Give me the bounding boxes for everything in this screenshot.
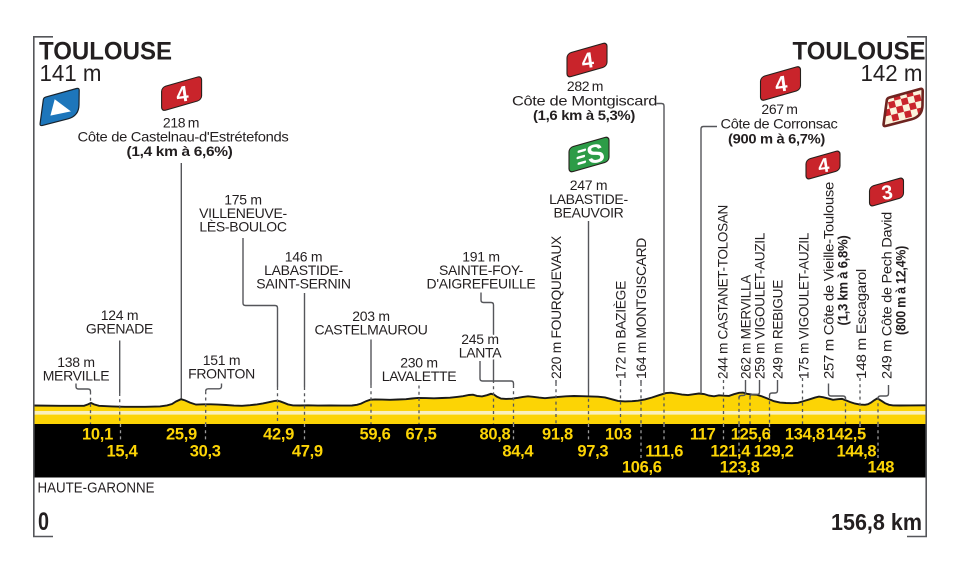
- svg-text:142,5: 142,5: [826, 426, 866, 444]
- svg-text:244 m CASTANET-TOLOSAN: 244 m CASTANET-TOLOSAN: [714, 205, 730, 379]
- svg-text:103: 103: [605, 426, 632, 444]
- svg-text:TOULOUSE: TOULOUSE: [793, 38, 926, 66]
- svg-text:97,3: 97,3: [577, 443, 608, 461]
- svg-text:HAUTE-GARONNE: HAUTE-GARONNE: [38, 480, 155, 497]
- svg-text:4: 4: [817, 154, 832, 177]
- svg-text:LANTA: LANTA: [459, 345, 503, 361]
- svg-text:BEAUVOIR: BEAUVOIR: [554, 205, 624, 221]
- svg-text:117: 117: [690, 426, 716, 444]
- svg-text:67,5: 67,5: [406, 426, 437, 444]
- svg-text:(1,6 km à 5,3%): (1,6 km à 5,3%): [533, 107, 635, 123]
- svg-text:142 m: 142 m: [861, 60, 923, 86]
- svg-text:(900 m à 6,7%): (900 m à 6,7%): [728, 131, 825, 147]
- svg-text:151 m: 151 m: [203, 352, 240, 368]
- svg-text:146 m: 146 m: [285, 249, 322, 265]
- svg-text:30,3: 30,3: [190, 443, 221, 461]
- svg-text:267 m: 267 m: [761, 101, 797, 117]
- svg-text:MERVILLE: MERVILLE: [43, 368, 110, 384]
- svg-text:4: 4: [773, 71, 789, 98]
- svg-text:220 m FOURQUEVAUX: 220 m FOURQUEVAUX: [548, 235, 564, 379]
- svg-text:59,6: 59,6: [360, 426, 391, 444]
- svg-text:164 m MONTGISCARD: 164 m MONTGISCARD: [633, 238, 649, 379]
- svg-text:0: 0: [38, 508, 49, 536]
- svg-text:262 m MERVILLA: 262 m MERVILLA: [737, 274, 753, 379]
- svg-text:175 m VIGOULET-AUZIL: 175 m VIGOULET-AUZIL: [795, 233, 811, 379]
- svg-text:156,8 km: 156,8 km: [831, 509, 922, 535]
- svg-text:257 m Côte de Vieille-Toulouse: 257 m Côte de Vieille-Toulouse: [820, 181, 836, 379]
- svg-text:3: 3: [880, 181, 894, 204]
- svg-text:47,9: 47,9: [292, 443, 323, 461]
- svg-text:249 m REBIGUE: 249 m REBIGUE: [769, 280, 785, 379]
- svg-text:249 m Côte de Pech David: 249 m Côte de Pech David: [878, 212, 894, 379]
- svg-text:124 m: 124 m: [101, 307, 138, 323]
- svg-text:144,8: 144,8: [837, 443, 877, 461]
- svg-text:42,9: 42,9: [263, 426, 294, 444]
- svg-text:80,8: 80,8: [479, 426, 510, 444]
- svg-text:123,8: 123,8: [720, 459, 760, 477]
- svg-text:SAINTE-FOY-: SAINTE-FOY-: [439, 262, 524, 278]
- svg-text:4: 4: [580, 47, 596, 74]
- svg-text:LABASTIDE-: LABASTIDE-: [264, 262, 343, 278]
- svg-text:111,6: 111,6: [645, 443, 683, 461]
- svg-text:282 m: 282 m: [567, 78, 603, 94]
- svg-text:D'AIGREFEUILLE: D'AIGREFEUILLE: [427, 276, 536, 292]
- svg-text:134,8: 134,8: [785, 426, 825, 444]
- svg-text:91,8: 91,8: [542, 426, 573, 444]
- svg-text:10,1: 10,1: [82, 426, 113, 444]
- svg-text:125,6: 125,6: [731, 426, 771, 444]
- svg-text:175 m: 175 m: [224, 192, 261, 208]
- svg-text:4: 4: [174, 81, 190, 108]
- svg-text:203 m: 203 m: [352, 308, 389, 324]
- svg-text:(1,4 km à 6,6%): (1,4 km à 6,6%): [127, 143, 233, 159]
- svg-text:Côte de Castelnau-d'Estrétefon: Côte de Castelnau-d'Estrétefonds: [78, 129, 289, 145]
- svg-text:141 m: 141 m: [40, 60, 102, 86]
- svg-text:172 m BAZIÈGE: 172 m BAZIÈGE: [612, 281, 628, 379]
- svg-text:148: 148: [867, 459, 894, 477]
- svg-text:230 m: 230 m: [400, 355, 437, 371]
- svg-text:LÈS-BOULOC: LÈS-BOULOC: [199, 219, 286, 235]
- svg-text:S: S: [584, 137, 607, 170]
- svg-text:84,4: 84,4: [502, 443, 534, 461]
- svg-text:LABASTIDE-: LABASTIDE-: [549, 191, 628, 207]
- svg-text:SAINT-SERNIN: SAINT-SERNIN: [256, 276, 350, 292]
- svg-text:LAVALETTE: LAVALETTE: [382, 368, 457, 384]
- svg-text:25,9: 25,9: [166, 426, 197, 444]
- svg-text:TOULOUSE: TOULOUSE: [39, 38, 172, 66]
- svg-text:FRONTON: FRONTON: [188, 366, 255, 382]
- svg-text:15,4: 15,4: [107, 443, 139, 461]
- svg-text:(1,3 km à 6,8%): (1,3 km à 6,8%): [834, 236, 850, 326]
- svg-text:Côte de Corronsac: Côte de Corronsac: [721, 116, 838, 132]
- svg-text:245 m: 245 m: [461, 331, 498, 347]
- svg-text:(800 m à 12,4%): (800 m à 12,4%): [892, 246, 908, 335]
- svg-text:121,4: 121,4: [710, 443, 751, 461]
- svg-text:Côte de Montgiscard: Côte de Montgiscard: [512, 93, 657, 109]
- svg-text:218 m: 218 m: [163, 115, 199, 131]
- svg-text:VILLENEUVE-: VILLENEUVE-: [199, 205, 287, 221]
- svg-text:148 m Escagarol: 148 m Escagarol: [853, 269, 869, 379]
- svg-text:191 m: 191 m: [462, 249, 499, 265]
- svg-text:106,6: 106,6: [622, 459, 662, 477]
- svg-text:259 m VIGOULET-AUZIL: 259 m VIGOULET-AUZIL: [751, 233, 767, 379]
- svg-text:247 m: 247 m: [570, 177, 607, 193]
- svg-text:CASTELMAUROU: CASTELMAUROU: [314, 322, 427, 338]
- svg-text:GRENADE: GRENADE: [86, 321, 153, 337]
- svg-text:129,2: 129,2: [754, 443, 794, 461]
- svg-text:138 m: 138 m: [57, 354, 94, 370]
